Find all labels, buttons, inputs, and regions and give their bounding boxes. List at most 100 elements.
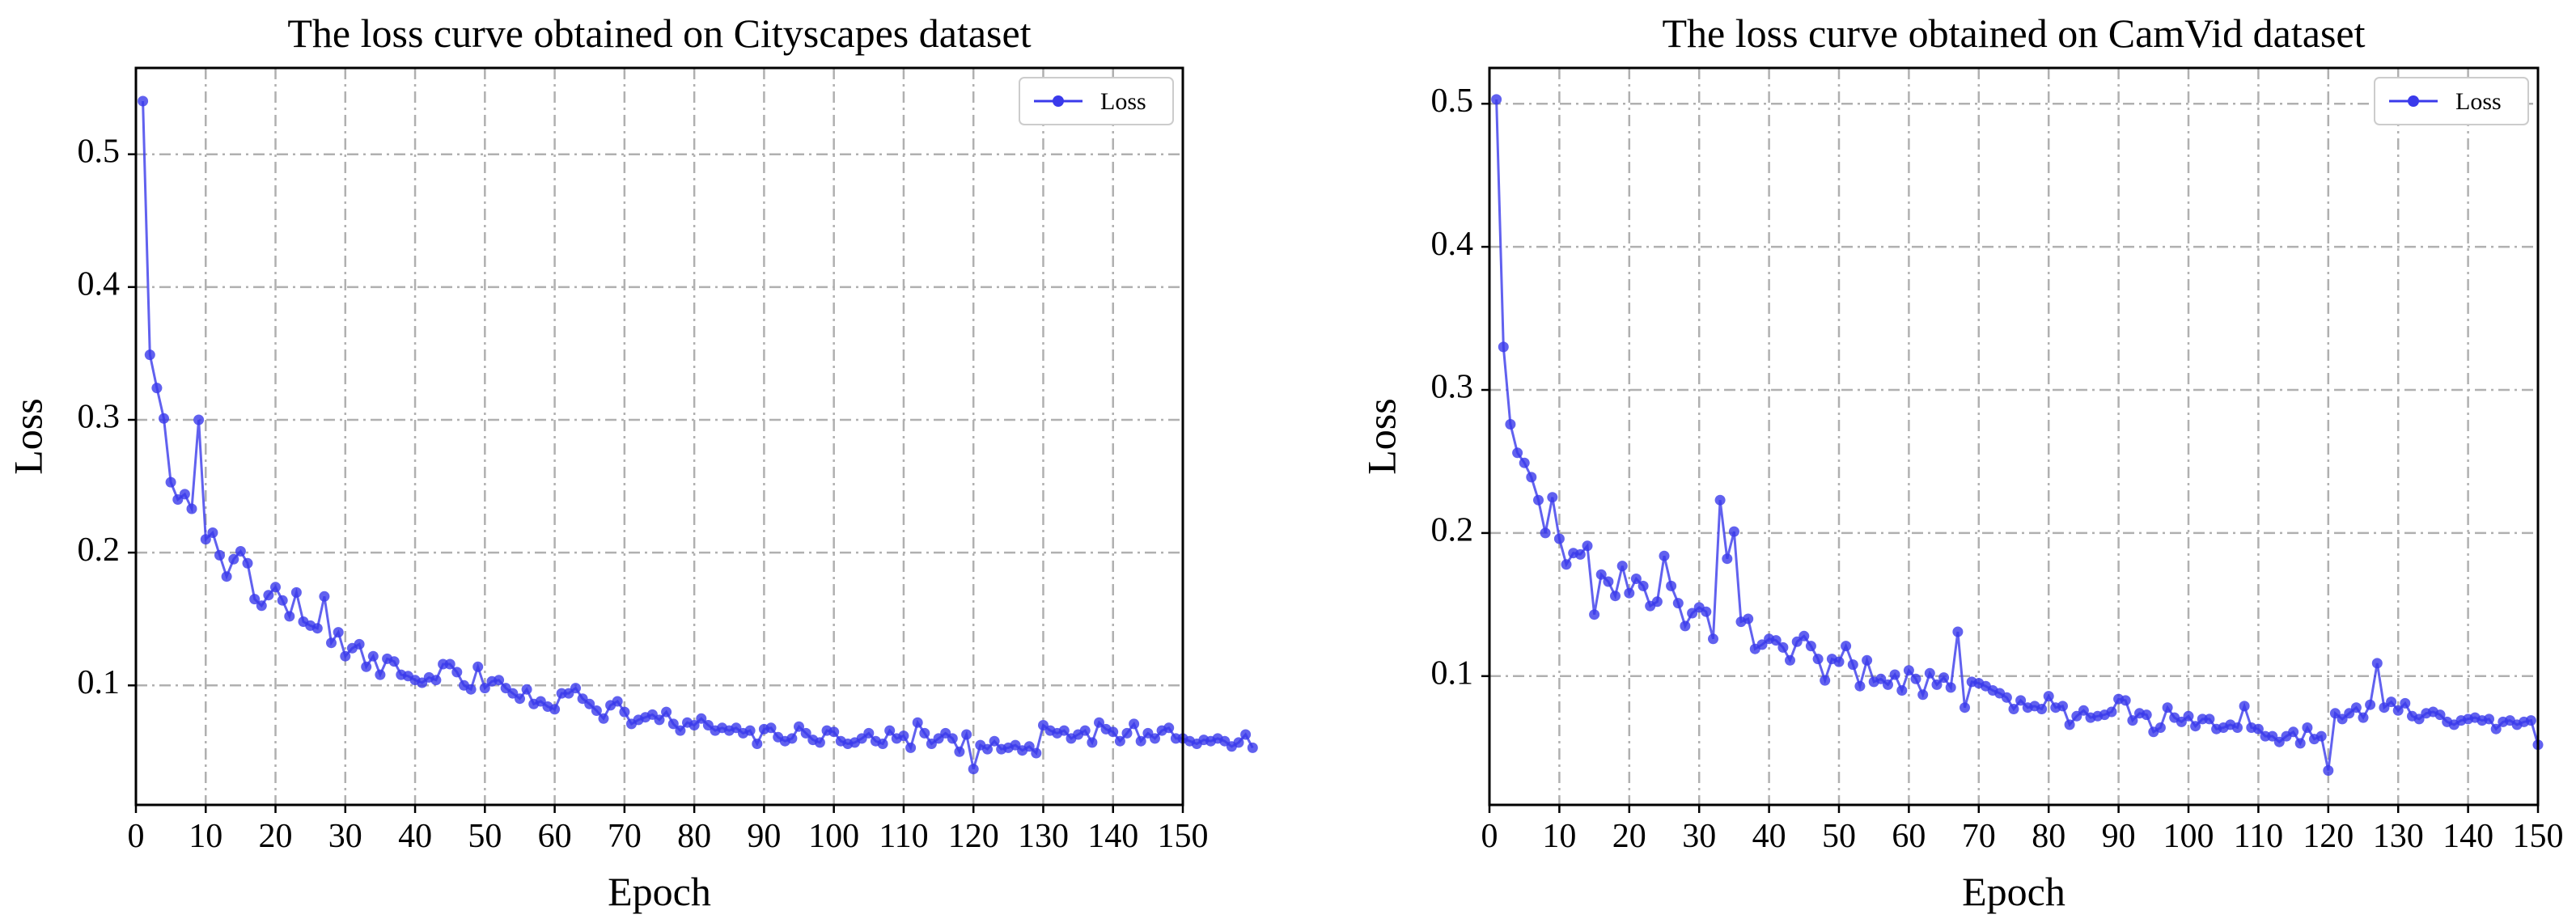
data-point bbox=[1163, 722, 1175, 734]
data-point bbox=[1079, 725, 1091, 736]
data-point bbox=[193, 414, 205, 426]
data-point bbox=[326, 637, 337, 649]
x-tick-label: 150 bbox=[2513, 818, 2564, 855]
data-point bbox=[1666, 580, 1677, 591]
data-point bbox=[2001, 692, 2012, 703]
data-point bbox=[375, 669, 386, 680]
data-point bbox=[465, 684, 477, 695]
x-tick-label: 50 bbox=[1822, 818, 1856, 855]
data-point bbox=[1728, 526, 1739, 537]
x-tick-label: 30 bbox=[1682, 818, 1716, 855]
data-point bbox=[919, 727, 930, 739]
x-tick-label: 0 bbox=[128, 818, 145, 855]
data-point bbox=[898, 730, 909, 742]
y-tick-label: 0.5 bbox=[1431, 83, 1474, 120]
x-tick-label: 80 bbox=[677, 818, 711, 855]
data-point bbox=[1616, 561, 1628, 572]
data-point bbox=[1108, 726, 1119, 738]
data-point bbox=[451, 667, 463, 678]
data-point bbox=[2057, 701, 2068, 712]
data-point bbox=[1031, 747, 1042, 759]
data-point bbox=[367, 650, 379, 662]
data-point bbox=[905, 742, 917, 753]
data-point bbox=[688, 720, 700, 730]
data-point bbox=[2350, 702, 2362, 713]
data-point bbox=[1505, 419, 1516, 430]
data-point bbox=[1659, 550, 1670, 561]
x-axis-label: Epoch bbox=[608, 869, 711, 914]
axis-ticks: 0 10 20 30 40 50 60 70 80 90 100 110 120 130 140 150 0.1… bbox=[78, 133, 1209, 855]
data-point bbox=[2232, 722, 2243, 733]
data-point bbox=[1240, 729, 1252, 740]
data-point bbox=[814, 737, 825, 748]
data-point bbox=[765, 722, 777, 734]
data-point bbox=[1247, 742, 1258, 753]
data-point bbox=[138, 95, 149, 107]
data-point bbox=[284, 611, 295, 622]
data-point bbox=[1805, 641, 1816, 652]
data-point bbox=[912, 717, 923, 728]
data-point bbox=[612, 696, 623, 707]
y-tick-label: 0.2 bbox=[78, 531, 121, 569]
legend-marker bbox=[2408, 95, 2419, 107]
data-point bbox=[1854, 680, 1866, 692]
data-point bbox=[2015, 695, 2027, 706]
data-point bbox=[961, 729, 972, 740]
data-point bbox=[2190, 721, 2201, 732]
data-point bbox=[1960, 702, 1970, 713]
data-point bbox=[256, 600, 267, 612]
data-point bbox=[863, 727, 875, 739]
grid bbox=[136, 68, 1183, 805]
y-tick-label: 0.2 bbox=[1431, 512, 1474, 549]
data-point bbox=[1770, 635, 1782, 646]
data-point bbox=[388, 656, 400, 667]
x-tick-label: 80 bbox=[2032, 818, 2065, 855]
x-tick-label: 10 bbox=[189, 818, 222, 855]
data-point bbox=[2078, 705, 2089, 716]
data-point bbox=[598, 713, 609, 724]
data-point bbox=[221, 571, 232, 582]
data-point bbox=[361, 661, 372, 672]
data-point bbox=[2294, 738, 2306, 749]
x-tick-label: 90 bbox=[2102, 818, 2136, 855]
data-point bbox=[1651, 596, 1663, 608]
data-point bbox=[752, 739, 763, 749]
data-point bbox=[2365, 699, 2376, 710]
data-point bbox=[1910, 673, 1921, 684]
data-point bbox=[479, 683, 490, 694]
legend-label: Loss bbox=[1100, 88, 1146, 115]
data-point bbox=[2400, 697, 2411, 709]
x-tick-label: 140 bbox=[1087, 818, 1138, 855]
data-point bbox=[1945, 682, 1956, 693]
y-tick-label: 0.1 bbox=[78, 664, 121, 701]
data-point bbox=[2183, 710, 2194, 722]
data-point bbox=[2379, 702, 2390, 713]
data-point bbox=[2239, 701, 2250, 712]
data-point bbox=[165, 476, 176, 488]
data-point bbox=[1574, 548, 1586, 560]
x-tick-label: 70 bbox=[608, 818, 642, 855]
data-point bbox=[1841, 641, 1852, 652]
data-point bbox=[159, 413, 169, 424]
data-point bbox=[1743, 613, 1754, 625]
data-point bbox=[1672, 598, 1684, 609]
x-tick-label: 130 bbox=[2373, 818, 2424, 855]
data-point bbox=[2036, 704, 2048, 714]
data-point bbox=[515, 693, 525, 705]
data-point bbox=[570, 683, 581, 694]
y-tick-label: 0.4 bbox=[78, 265, 121, 303]
data-point bbox=[235, 546, 246, 557]
data-point bbox=[2273, 736, 2285, 747]
data-point bbox=[2252, 723, 2264, 735]
data-point bbox=[179, 489, 190, 500]
x-tick-label: 120 bbox=[948, 818, 999, 855]
data-point bbox=[744, 725, 756, 736]
x-tick-label: 110 bbox=[879, 818, 928, 855]
data-point bbox=[242, 557, 253, 569]
data-point bbox=[2162, 702, 2173, 713]
x-tick-label: 0 bbox=[1481, 818, 1498, 855]
data-point bbox=[1875, 673, 1887, 684]
data-point bbox=[319, 591, 330, 602]
data-point bbox=[521, 684, 532, 695]
plot-frame bbox=[1488, 66, 2540, 807]
